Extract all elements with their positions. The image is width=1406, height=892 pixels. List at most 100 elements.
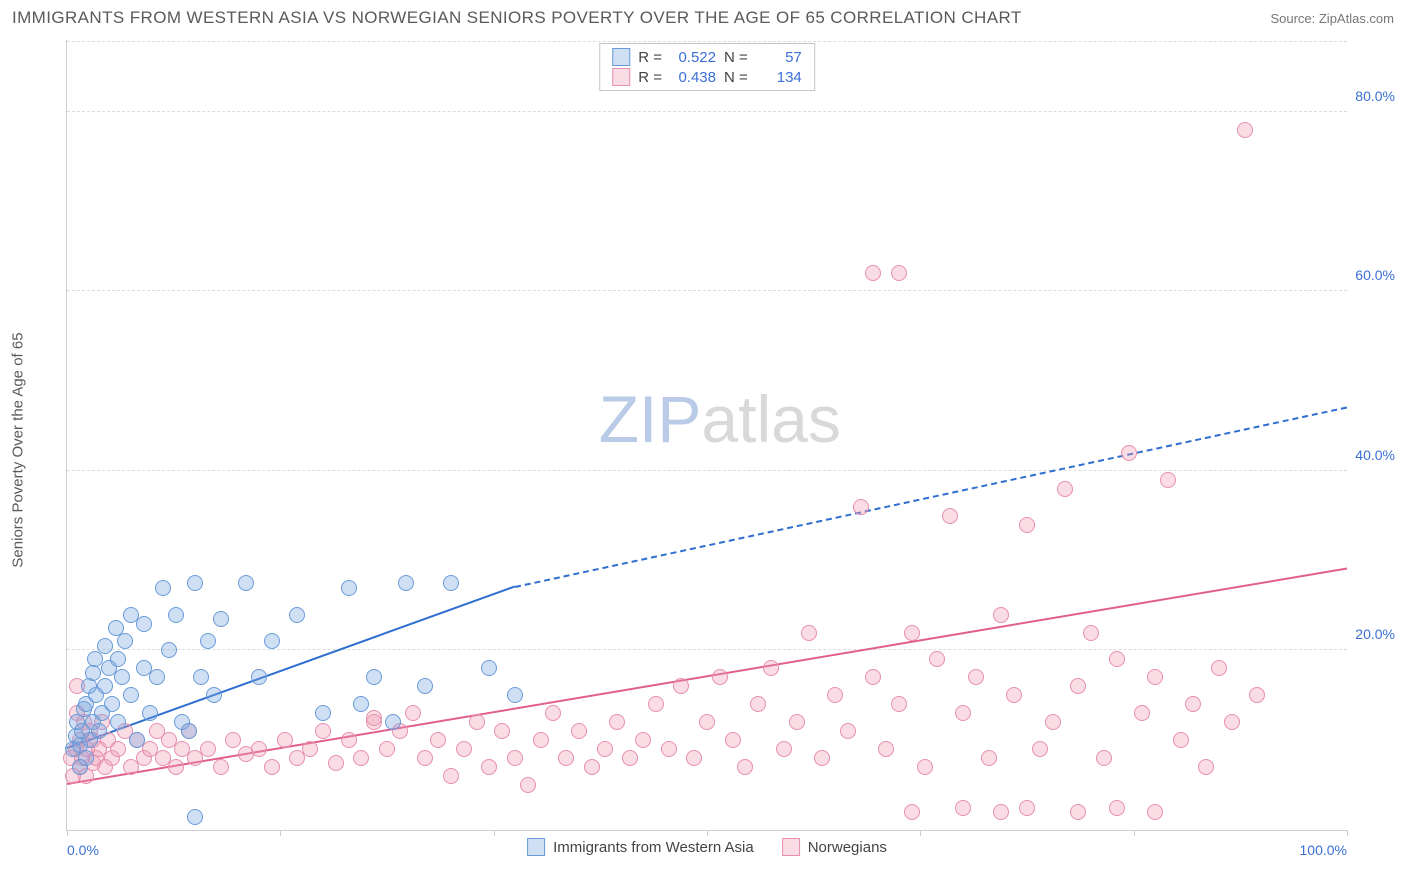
legend-label-a: Immigrants from Western Asia [553, 839, 754, 856]
data-point [114, 669, 130, 685]
x-tick [1134, 830, 1135, 836]
correlation-row-series-b: R = 0.438 N = 134 [600, 67, 814, 87]
legend-label-b: Norwegians [808, 839, 887, 856]
data-point [494, 723, 510, 739]
data-point [622, 750, 638, 766]
data-point [993, 804, 1009, 820]
data-point [1096, 750, 1112, 766]
data-point [110, 714, 126, 730]
data-point [1032, 741, 1048, 757]
data-point [481, 759, 497, 775]
data-point [1070, 678, 1086, 694]
n-value-a: 57 [756, 49, 802, 66]
data-point [1019, 800, 1035, 816]
r-value-a: 0.522 [670, 49, 716, 66]
data-point [456, 741, 472, 757]
data-point [507, 750, 523, 766]
data-point [168, 759, 184, 775]
data-point [104, 696, 120, 712]
data-point [200, 633, 216, 649]
data-point [91, 723, 107, 739]
data-point [878, 741, 894, 757]
source-name: ZipAtlas.com [1319, 11, 1394, 26]
data-point [328, 755, 344, 771]
data-point [155, 580, 171, 596]
correlation-row-series-a: R = 0.522 N = 57 [600, 47, 814, 67]
x-tick [280, 830, 281, 836]
data-point [699, 714, 715, 730]
data-point [942, 508, 958, 524]
r-label: R = [638, 49, 662, 66]
data-point [366, 710, 382, 726]
data-point [251, 669, 267, 685]
data-point [1134, 705, 1150, 721]
plot-wrapper: Seniors Poverty Over the Age of 65 ZIPat… [48, 40, 1394, 860]
y-tick-label: 80.0% [1355, 88, 1395, 104]
data-point [750, 696, 766, 712]
data-point [1224, 714, 1240, 730]
n-value-b: 134 [756, 69, 802, 86]
data-point [1173, 732, 1189, 748]
series-legend: Immigrants from Western Asia Norwegians [527, 838, 887, 856]
data-point [981, 750, 997, 766]
data-point [206, 687, 222, 703]
data-point [168, 607, 184, 623]
data-point [315, 723, 331, 739]
data-point [827, 687, 843, 703]
data-point [865, 265, 881, 281]
data-point [469, 714, 485, 730]
data-point [187, 575, 203, 591]
data-point [251, 741, 267, 757]
data-point [917, 759, 933, 775]
data-point [353, 696, 369, 712]
y-tick-label: 20.0% [1355, 626, 1395, 642]
data-point [814, 750, 830, 766]
title-bar: IMMIGRANTS FROM WESTERN ASIA VS NORWEGIA… [12, 8, 1394, 28]
data-point [123, 687, 139, 703]
data-point [929, 651, 945, 667]
data-point [597, 741, 613, 757]
data-point [801, 625, 817, 641]
data-point [213, 611, 229, 627]
data-point [904, 804, 920, 820]
data-point [1147, 804, 1163, 820]
data-point [661, 741, 677, 757]
data-point [520, 777, 536, 793]
data-point [181, 723, 197, 739]
data-point [264, 759, 280, 775]
watermark-zip: ZIP [599, 382, 702, 456]
data-point [225, 732, 241, 748]
trend-line [515, 406, 1347, 587]
data-point [955, 800, 971, 816]
data-point [571, 723, 587, 739]
data-point [648, 696, 664, 712]
data-point [955, 705, 971, 721]
data-point [264, 633, 280, 649]
data-point [238, 575, 254, 591]
data-point [142, 705, 158, 721]
data-point [776, 741, 792, 757]
gridline [67, 290, 1347, 291]
data-point [200, 741, 216, 757]
data-point [558, 750, 574, 766]
gridline [67, 649, 1347, 650]
x-tick-label: 0.0% [67, 842, 99, 858]
data-point [443, 768, 459, 784]
gridline [67, 111, 1347, 112]
data-point [302, 741, 318, 757]
n-label: N = [724, 49, 748, 66]
data-point [1019, 517, 1035, 533]
data-point [840, 723, 856, 739]
data-point [417, 750, 433, 766]
gridline [67, 470, 1347, 471]
swatch-series-a [612, 48, 630, 66]
x-tick-label: 100.0% [1300, 842, 1347, 858]
data-point [405, 705, 421, 721]
x-tick [707, 830, 708, 836]
data-point [891, 696, 907, 712]
data-point [277, 732, 293, 748]
data-point [789, 714, 805, 730]
data-point [430, 732, 446, 748]
swatch-series-a [527, 838, 545, 856]
x-tick [67, 830, 68, 836]
